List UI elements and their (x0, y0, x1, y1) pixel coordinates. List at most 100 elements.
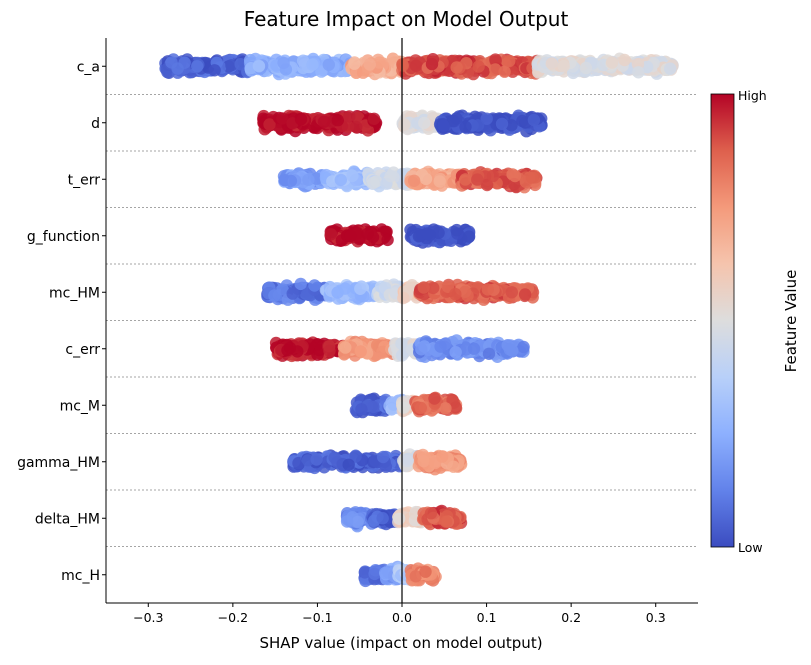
shap-point (407, 174, 421, 187)
feature-row-d: d (91, 109, 698, 152)
shap-point (348, 57, 361, 70)
shap-point (286, 287, 299, 300)
feature-dots-g_function (324, 223, 476, 249)
shap-point (472, 60, 485, 73)
shap-point (376, 512, 389, 525)
shap-point (401, 454, 414, 468)
shap-point (450, 223, 463, 237)
shap-point (281, 344, 294, 357)
shap-point (310, 453, 323, 466)
shap-point (418, 116, 431, 130)
shap-point (449, 287, 462, 301)
shap-point (331, 114, 344, 127)
shap-point (417, 454, 430, 468)
x-tick-label: 0.3 (646, 610, 666, 625)
shap-point (397, 291, 410, 305)
shap-point (367, 112, 381, 126)
y-tick-label: c_err (65, 342, 100, 358)
shap-point (447, 460, 460, 473)
shap-point (424, 507, 438, 520)
shap-point (225, 59, 238, 72)
y-tick-label: delta_HM (35, 511, 100, 527)
shap-point (450, 61, 463, 74)
colorbar-gradient (710, 93, 735, 548)
feature-row-mc_M: mc_M (60, 391, 698, 434)
shap-point (171, 62, 184, 75)
feature-row-c_a: c_a (77, 52, 698, 95)
shap-point (263, 118, 276, 131)
feature-dots-c_a (159, 52, 679, 81)
shap-point (426, 53, 440, 66)
shap-point (354, 345, 367, 358)
shap-point (397, 401, 410, 414)
feature-dots-mc_H (358, 560, 442, 588)
shap-point (505, 119, 518, 132)
shap-point (495, 117, 509, 131)
shap-point (505, 286, 518, 299)
y-tick-label: c_a (77, 59, 100, 75)
colorbar-low-label: Low (738, 540, 763, 555)
shap-point (302, 173, 315, 186)
shap-point (439, 402, 452, 415)
shap-point (462, 230, 476, 243)
shap-point (432, 226, 445, 240)
shap-point (498, 65, 511, 78)
chart-title: Feature Impact on Model Output (244, 7, 569, 31)
plot-area: c_adt_errg_functionmc_HMc_errmc_Mgamma_H… (17, 38, 698, 625)
colorbar-title: Feature Value (782, 270, 800, 373)
feature-row-gamma_HM: gamma_HM (17, 448, 698, 491)
shap-point (322, 58, 335, 71)
shap-point (376, 450, 390, 464)
colorbar: High Low Feature Value (710, 88, 800, 555)
feature-row-mc_H: mc_H (61, 560, 442, 588)
shap-point (632, 66, 645, 79)
x-tick-label: −0.1 (302, 610, 332, 625)
feature-row-c_err: c_err (65, 334, 698, 378)
x-tick-label: 0.2 (561, 610, 581, 625)
shap-point (346, 169, 359, 183)
shap-point (344, 229, 357, 243)
feature-dots-delta_HM (340, 504, 468, 533)
shap-point (294, 277, 307, 291)
shap-point (294, 113, 308, 126)
shap-point (338, 282, 352, 295)
shap-point (373, 56, 386, 69)
shap-point (527, 113, 541, 127)
shap-point (486, 169, 500, 183)
shap-point (446, 114, 460, 128)
y-tick-label: mc_HM (49, 285, 100, 301)
shap-point (545, 57, 558, 70)
shap-point (350, 120, 363, 134)
shap-point (518, 288, 532, 301)
shap-point (508, 169, 522, 183)
shap-point (354, 282, 367, 295)
shap-point (296, 54, 310, 67)
feature-dots-gamma_HM (287, 448, 468, 476)
shap-point (339, 341, 352, 354)
y-tick-label: mc_H (61, 568, 100, 584)
shap-point (334, 173, 347, 187)
shap-point (355, 403, 368, 416)
x-tick-label: 0.1 (477, 610, 497, 625)
shap-point (398, 118, 411, 131)
shap-point (367, 176, 380, 189)
feature-dots-d (257, 109, 548, 138)
shap-point (579, 61, 593, 75)
shap-point (343, 110, 356, 123)
shap-point (421, 227, 434, 241)
shap-point (363, 58, 376, 71)
shap-point (317, 115, 331, 128)
shap-point (415, 343, 428, 356)
shap-point (234, 57, 247, 71)
y-tick-label: gamma_HM (17, 455, 100, 471)
shap-point (428, 392, 441, 405)
shap-point (557, 59, 570, 73)
shap-point (664, 62, 677, 75)
shap-point (351, 515, 364, 529)
feature-row-t_err: t_err (68, 165, 698, 208)
y-tick-label: d (91, 116, 100, 132)
shap-point (434, 340, 447, 353)
shap-point (324, 228, 338, 241)
